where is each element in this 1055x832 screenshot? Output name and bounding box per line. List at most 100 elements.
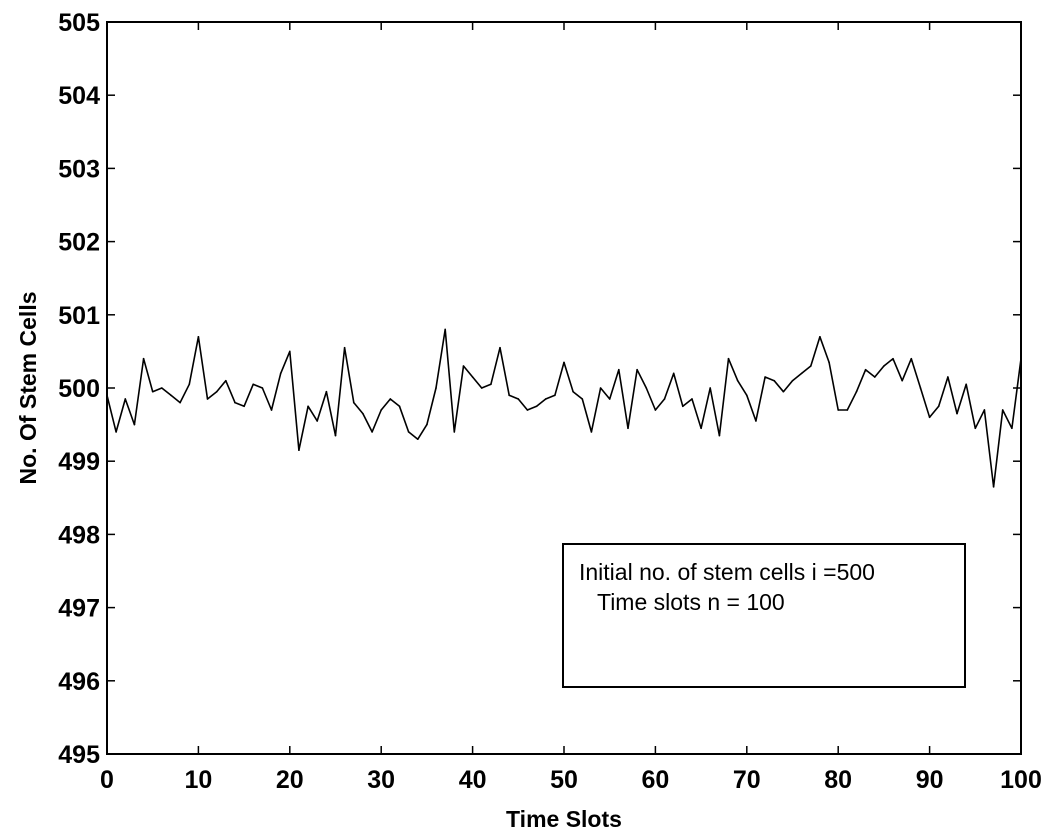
data-point	[645, 387, 648, 389]
data-point	[846, 409, 849, 411]
data-point	[161, 387, 163, 389]
y-tick-label: 499	[58, 448, 100, 476]
y-tick-label: 504	[58, 82, 100, 110]
data-point	[115, 431, 117, 433]
y-tick-label: 497	[58, 595, 100, 623]
data-point	[289, 350, 291, 353]
data-point	[407, 431, 410, 433]
data-point	[873, 376, 876, 378]
data-point	[572, 390, 574, 393]
data-point	[782, 390, 785, 393]
data-point	[261, 387, 264, 389]
data-point	[864, 368, 867, 371]
data-point	[197, 335, 200, 338]
data-point	[983, 409, 986, 411]
data-point	[234, 401, 236, 404]
data-point	[416, 438, 419, 441]
data-point	[170, 394, 172, 397]
x-tick-label: 40	[459, 766, 487, 794]
data-point	[352, 401, 355, 404]
data-point	[928, 416, 931, 419]
x-tick-label: 80	[824, 766, 852, 794]
data-point	[389, 398, 392, 400]
data-point	[1020, 357, 1022, 360]
data-point	[773, 379, 776, 382]
data-point	[837, 409, 839, 411]
data-point	[380, 409, 383, 411]
legend-box: Initial no. of stem cells i =500 Time sl…	[562, 543, 966, 688]
data-point	[206, 398, 209, 400]
y-tick-label: 502	[58, 229, 100, 257]
legend-line-1: Initial no. of stem cells i =500	[579, 559, 875, 585]
data-point	[544, 398, 547, 400]
data-point	[316, 420, 319, 422]
data-point	[937, 405, 940, 408]
series-layer	[106, 328, 1022, 488]
data-point	[947, 376, 949, 378]
data-point	[691, 398, 693, 400]
legend-frame	[562, 543, 966, 688]
data-point	[151, 390, 154, 393]
data-point	[334, 434, 337, 437]
data-point	[517, 398, 520, 400]
data-point	[188, 383, 191, 386]
data-point	[526, 409, 529, 411]
data-point	[490, 383, 492, 386]
data-point	[563, 361, 565, 364]
data-point	[133, 423, 136, 426]
data-point	[435, 387, 437, 389]
data-point	[672, 372, 675, 375]
data-point	[700, 427, 702, 430]
data-point	[471, 376, 474, 378]
data-point	[974, 427, 977, 430]
data-point	[225, 379, 227, 382]
data-point	[243, 405, 245, 408]
y-tick-label: 501	[58, 302, 100, 330]
data-point	[819, 335, 821, 338]
data-point	[901, 379, 903, 382]
data-point	[718, 434, 721, 437]
data-point	[746, 394, 748, 397]
y-tick-label: 505	[58, 9, 100, 37]
x-axis-ticks	[106, 22, 1022, 754]
data-point	[599, 387, 602, 389]
data-point	[462, 365, 465, 367]
data-point	[919, 387, 922, 389]
data-point	[581, 398, 584, 400]
data-point	[590, 431, 593, 433]
data-point	[727, 357, 730, 360]
data-point	[883, 365, 885, 367]
y-tick-label: 495	[58, 741, 100, 769]
x-axis-tick-labels: 0 10 20 30 40 50 60 70 80 90 100	[100, 766, 1042, 794]
x-tick-label: 0	[100, 766, 114, 794]
data-point	[736, 379, 739, 382]
data-point	[636, 368, 638, 371]
data-point	[270, 409, 273, 411]
y-tick-label: 500	[58, 375, 100, 403]
x-tick-label: 50	[550, 766, 578, 794]
y-tick-label: 496	[58, 668, 100, 696]
data-point	[654, 409, 657, 411]
data-point	[956, 412, 958, 415]
data-point	[371, 431, 373, 433]
data-point	[892, 357, 894, 360]
data-point	[965, 383, 967, 386]
data-point	[343, 346, 346, 349]
data-point	[252, 383, 255, 386]
data-point	[398, 405, 401, 408]
data-point	[535, 405, 538, 408]
data-point	[142, 357, 145, 360]
x-tick-label: 10	[184, 766, 212, 794]
data-point	[627, 427, 629, 430]
data-point	[855, 390, 858, 393]
data-point	[809, 365, 812, 367]
data-point	[362, 412, 364, 415]
x-tick-label: 100	[1000, 766, 1042, 794]
data-point	[554, 394, 556, 397]
x-tick-label: 90	[916, 766, 944, 794]
data-point	[992, 486, 995, 488]
data-point	[618, 368, 620, 371]
data-point	[755, 420, 757, 422]
data-point	[910, 357, 913, 360]
x-tick-label: 30	[367, 766, 395, 794]
